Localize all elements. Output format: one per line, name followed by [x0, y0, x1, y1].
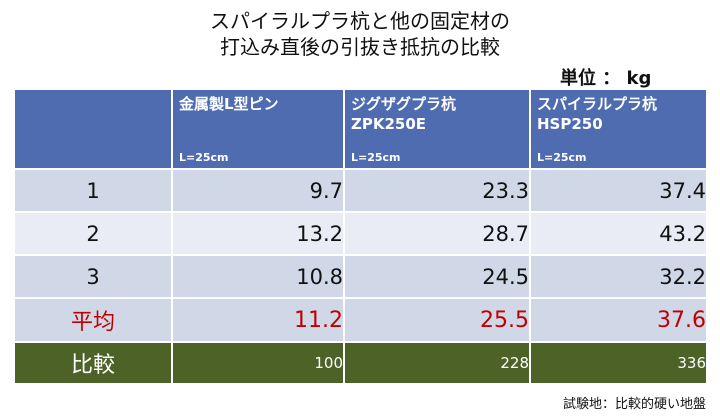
header-name: スパイラルプラ杭 [537, 95, 658, 113]
value-cell: 43.2 [529, 211, 708, 256]
value-cell: 28.7 [343, 211, 531, 256]
title-line-1: スパイラルプラ杭と他の固定材の [210, 9, 510, 33]
average-value: 11.2 [171, 297, 345, 343]
comparison-value: 336 [529, 341, 708, 385]
value-cell: 10.8 [171, 254, 345, 299]
value-cell: 9.7 [171, 168, 345, 213]
comparison-value: 228 [343, 341, 531, 385]
row-label: 1 [13, 168, 173, 213]
row-label: 2 [13, 211, 173, 256]
table-row: 1 9.7 23.3 37.4 [13, 168, 708, 213]
average-label: 平均 [13, 297, 173, 343]
header-name: ジグザグプラ杭 [351, 95, 457, 113]
average-value: 37.6 [529, 297, 708, 343]
header-model: ZPK250E [351, 115, 427, 133]
value-cell: 32.2 [529, 254, 708, 299]
page-title: スパイラルプラ杭と他の固定材の 打込み直後の引抜き抵抗の比較 [0, 8, 720, 60]
header-length: L=25cm [179, 151, 229, 164]
table-row: 3 10.8 24.5 32.2 [13, 254, 708, 299]
average-value: 25.5 [343, 297, 531, 343]
title-line-2: 打込み直後の引抜き抵抗の比較 [220, 35, 500, 59]
table-header-row: 金属製L型ピン L=25cm ジグザグプラ杭 ZPK250E L=25cm スパ… [13, 88, 708, 170]
header-cell-spiral: スパイラルプラ杭 HSP250 L=25cm [529, 88, 708, 170]
test-site-note: 試験地：比較的硬い地盤 [562, 397, 706, 412]
header-corner-cell [13, 88, 173, 170]
row-label: 3 [13, 254, 173, 299]
comparison-label: 比較 [13, 341, 173, 385]
header-cell-zigzag: ジグザグプラ杭 ZPK250E L=25cm [343, 88, 531, 170]
value-cell: 13.2 [171, 211, 345, 256]
header-length: L=25cm [537, 151, 587, 164]
comparison-value: 100 [171, 341, 345, 385]
results-table: 金属製L型ピン L=25cm ジグザグプラ杭 ZPK250E L=25cm スパ… [13, 88, 708, 385]
average-row: 平均 11.2 25.5 37.6 [13, 297, 708, 343]
value-cell: 23.3 [343, 168, 531, 213]
value-cell: 24.5 [343, 254, 531, 299]
header-length: L=25cm [351, 151, 401, 164]
comparison-row: 比較 100 228 336 [13, 341, 708, 385]
header-model: HSP250 [537, 115, 603, 133]
value-cell: 37.4 [529, 168, 708, 213]
header-name: 金属製L型ピン [179, 95, 279, 113]
header-cell-l-pin: 金属製L型ピン L=25cm [171, 88, 345, 170]
table-row: 2 13.2 28.7 43.2 [13, 211, 708, 256]
unit-label: 単位 ： kg [560, 68, 652, 89]
